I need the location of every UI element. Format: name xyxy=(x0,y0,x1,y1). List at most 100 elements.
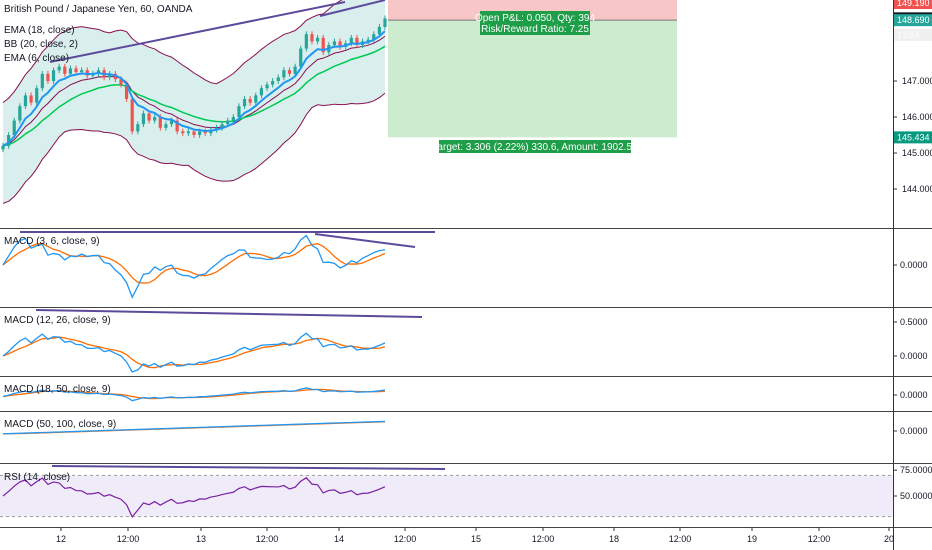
macd-tick-label: 0.5000 xyxy=(900,317,928,327)
time-tick-label: 12:00 xyxy=(117,534,140,544)
candle-body xyxy=(310,34,314,42)
candle-body xyxy=(192,131,196,135)
candle-body xyxy=(40,73,44,89)
price-tick-label: 145.000 xyxy=(902,148,932,158)
candle-body xyxy=(80,70,84,72)
macd-label: MACD (18, 50, close, 9) xyxy=(4,384,111,395)
macd-line xyxy=(2,420,386,435)
candle-body xyxy=(23,95,28,107)
candle-body xyxy=(74,68,78,72)
candle-body xyxy=(136,124,140,132)
candle-body xyxy=(304,34,308,49)
candle-body xyxy=(153,117,157,121)
time-tick-label: 12:00 xyxy=(808,534,831,544)
candle-body xyxy=(349,37,353,44)
time-tick-label: 12:00 xyxy=(394,534,417,544)
candle-body xyxy=(226,120,230,125)
bb-upper xyxy=(2,0,343,103)
candle-body xyxy=(366,39,370,42)
rsi-tick-label: 75.0000 xyxy=(900,465,932,475)
rsi-pane[interactable] xyxy=(0,465,893,518)
rsi-line xyxy=(2,477,386,518)
macd-label: MACD (12, 26, close, 9) xyxy=(4,315,111,326)
price-tag-text: 148.690 xyxy=(897,15,930,25)
macd-line xyxy=(2,234,386,299)
rsi-tick-label: 50.0000 xyxy=(900,491,932,501)
price-tag xyxy=(894,28,932,41)
trendline xyxy=(49,1,346,63)
macd-pane xyxy=(2,387,386,402)
candle-body xyxy=(372,34,376,40)
candle-body xyxy=(147,113,151,121)
candle-body xyxy=(18,106,22,121)
candle-body xyxy=(12,120,16,135)
price-tag xyxy=(894,14,932,27)
time-tick-label: 19 xyxy=(747,534,757,544)
ema-18 xyxy=(2,45,386,147)
target-text: Target: 3.306 (2.22%) 330.6, Amount: 190… xyxy=(432,142,638,153)
open-pl-text: Open P&L: 0.050, Qty: 394 xyxy=(475,13,596,24)
candle-body xyxy=(338,41,342,47)
candle-body xyxy=(231,117,235,121)
macd-tick-label: 0.0000 xyxy=(900,390,928,400)
price-tick-label: 146.000 xyxy=(902,112,932,122)
price-tick-label: 144.000 xyxy=(902,184,932,194)
candle-body xyxy=(332,41,337,45)
price-tag-text: 13:54 xyxy=(897,30,920,40)
price-tag-text: 149.190 xyxy=(897,0,930,8)
candle-body xyxy=(124,84,129,99)
indicator-label: BB (20, close, 2) xyxy=(4,39,78,50)
candle-body xyxy=(248,99,252,103)
candle-body xyxy=(29,95,33,103)
bb-basis xyxy=(2,35,386,147)
candle-body xyxy=(282,70,286,78)
candle-body xyxy=(265,84,269,89)
time-tick-label: 12:00 xyxy=(669,534,692,544)
target-box xyxy=(439,140,631,153)
time-tick-label: 12:00 xyxy=(532,534,555,544)
price-tick-label: 147.000 xyxy=(902,76,932,86)
candle-body xyxy=(259,88,264,96)
candle-body xyxy=(175,120,179,132)
risk-reward-text: Risk/Reward Ratio: 7.25 xyxy=(481,24,589,35)
price-pane[interactable] xyxy=(1,0,387,204)
price-tag xyxy=(894,131,932,144)
candle-body xyxy=(214,127,219,130)
time-tick-label: 18 xyxy=(609,534,619,544)
ema-6 xyxy=(2,30,386,147)
risk-zone xyxy=(388,0,677,21)
candle-body xyxy=(51,70,56,81)
trendline xyxy=(35,309,423,318)
candle-body xyxy=(63,66,67,74)
candle-body xyxy=(186,131,190,134)
candle-body xyxy=(130,99,134,132)
macd-label: MACD (50, 100, close, 9) xyxy=(4,419,116,430)
candle-body xyxy=(321,37,325,53)
trendline xyxy=(51,465,446,470)
candle-body xyxy=(237,106,241,117)
candle-body xyxy=(242,99,247,107)
trendline xyxy=(314,233,416,248)
candle-body xyxy=(220,124,224,128)
candle-body xyxy=(68,68,73,74)
candle-body xyxy=(203,131,207,134)
macd-line xyxy=(2,332,386,373)
candle-body xyxy=(46,73,50,81)
macd-tick-label: 0.0000 xyxy=(900,260,928,270)
candle-body xyxy=(181,131,185,134)
candle-body xyxy=(299,48,303,67)
candle-body xyxy=(271,81,275,85)
time-tick-label: 13 xyxy=(196,534,206,544)
time-tick-label: 15 xyxy=(471,534,481,544)
time-tick-label: 12:00 xyxy=(256,534,279,544)
macd-tick-label: 0.0000 xyxy=(900,426,928,436)
indicator-label: EMA (18, close) xyxy=(4,25,75,36)
macd-line xyxy=(2,387,386,402)
candle-body xyxy=(141,113,146,125)
macd-panes[interactable] xyxy=(2,231,435,435)
candle-body xyxy=(164,124,168,128)
reward-zone xyxy=(388,20,677,138)
candle-body xyxy=(1,145,5,150)
